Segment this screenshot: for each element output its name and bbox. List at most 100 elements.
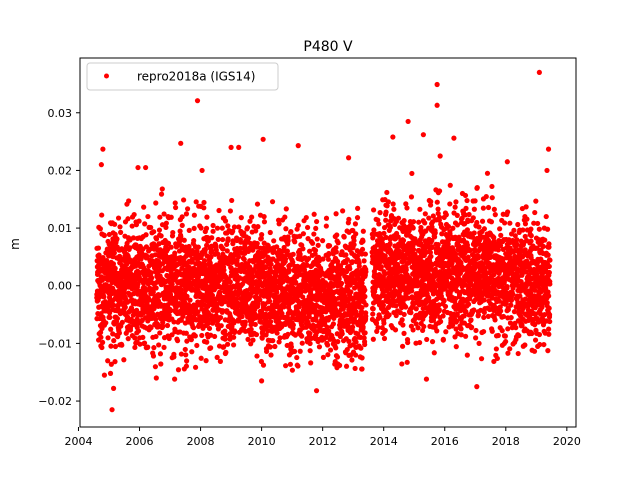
data-point — [418, 224, 424, 231]
data-point — [424, 336, 430, 343]
data-point — [330, 321, 337, 327]
data-point — [469, 324, 475, 330]
data-point — [205, 238, 211, 244]
data-point — [112, 359, 118, 365]
data-point — [167, 308, 173, 314]
data-point — [391, 206, 397, 212]
data-point — [483, 193, 489, 200]
data-point — [188, 337, 194, 343]
data-point — [346, 338, 352, 344]
data-point — [156, 227, 163, 233]
data-point — [236, 224, 242, 230]
data-point — [231, 224, 238, 230]
data-point — [511, 227, 517, 233]
data-point — [239, 281, 246, 287]
data-point — [421, 323, 427, 330]
data-point — [145, 344, 151, 350]
data-point — [285, 234, 291, 240]
data-point — [507, 346, 513, 352]
data-point — [255, 224, 261, 230]
data-point — [108, 326, 114, 332]
data-point — [462, 192, 469, 199]
data-point — [183, 330, 189, 336]
data-point — [98, 334, 104, 340]
data-point — [112, 343, 119, 350]
data-point — [181, 197, 187, 203]
data-point — [511, 309, 518, 315]
data-point — [380, 302, 386, 308]
data-point — [404, 205, 410, 211]
data-point — [219, 225, 225, 231]
data-point — [171, 319, 177, 325]
data-point — [353, 339, 359, 345]
data-point — [471, 230, 477, 236]
data-point — [132, 344, 138, 351]
data-point — [271, 238, 277, 244]
data-point — [114, 315, 121, 322]
data-point — [169, 281, 175, 287]
data-point — [209, 248, 215, 254]
data-point — [148, 224, 154, 231]
data-point — [168, 214, 174, 220]
data-point — [190, 325, 197, 331]
data-point — [216, 207, 222, 214]
data-point — [353, 231, 359, 237]
data-point — [260, 362, 267, 368]
data-point — [228, 273, 234, 279]
data-point — [401, 330, 407, 336]
data-point — [252, 321, 258, 328]
data-point — [192, 364, 199, 370]
data-point — [313, 225, 319, 232]
data-point — [244, 225, 251, 231]
data-point — [299, 333, 305, 339]
data-point — [362, 341, 368, 348]
data-point — [153, 333, 159, 340]
data-point — [141, 204, 147, 210]
data-point — [282, 256, 289, 262]
data-point — [148, 270, 154, 276]
data-point — [454, 212, 460, 218]
data-point — [142, 221, 148, 227]
data-point — [209, 313, 215, 319]
data-point — [270, 338, 276, 344]
data-point — [283, 206, 289, 212]
data-point — [131, 211, 137, 218]
data-point — [370, 207, 377, 213]
data-point — [297, 251, 303, 257]
data-point — [201, 205, 207, 211]
data-point — [505, 307, 511, 313]
data-point — [259, 335, 265, 341]
data-point — [208, 332, 214, 338]
data-point — [166, 312, 172, 318]
data-point — [268, 261, 274, 267]
data-point — [173, 204, 179, 211]
data-point — [381, 320, 387, 326]
data-point — [481, 314, 487, 320]
data-point — [153, 236, 160, 242]
data-point — [381, 335, 388, 342]
data-point — [105, 335, 111, 341]
data-point — [208, 254, 214, 260]
data-point — [507, 220, 513, 226]
data-point — [299, 340, 305, 346]
data-point — [309, 240, 316, 246]
data-point — [231, 334, 237, 340]
data-point — [161, 344, 167, 351]
data-point — [417, 339, 423, 346]
data-point — [408, 194, 415, 200]
data-point — [399, 317, 405, 323]
data-point — [515, 221, 521, 228]
data-point — [191, 225, 197, 232]
data-point — [428, 253, 434, 260]
data-point — [370, 311, 376, 317]
data-point — [438, 318, 444, 325]
data-point — [311, 231, 317, 237]
data-point — [304, 224, 311, 231]
data-point — [320, 238, 326, 244]
data-point — [274, 330, 280, 336]
data-point — [485, 204, 492, 211]
data-point — [422, 220, 428, 226]
data-point — [435, 206, 441, 212]
data-point — [473, 327, 479, 334]
data-point — [186, 227, 192, 233]
